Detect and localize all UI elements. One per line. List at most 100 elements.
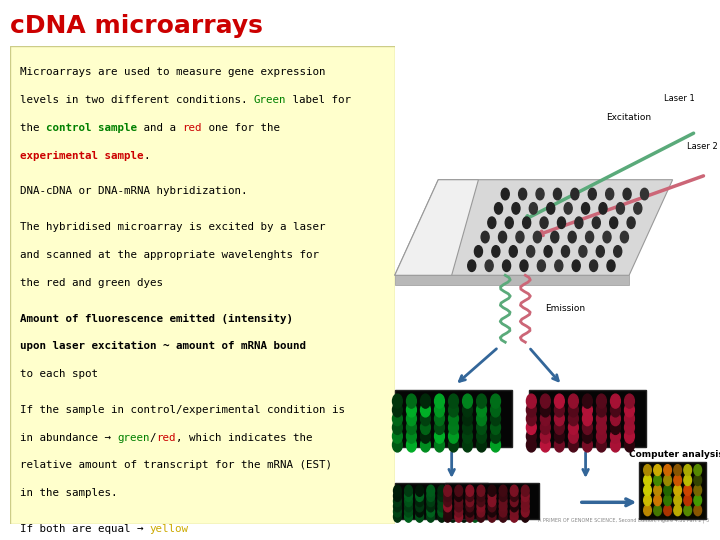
Text: levels in two different conditions.: levels in two different conditions.: [19, 95, 253, 105]
Circle shape: [405, 506, 413, 517]
Text: , which indicates the: , which indicates the: [176, 433, 312, 442]
Circle shape: [694, 495, 701, 505]
Circle shape: [613, 246, 622, 257]
Bar: [395, 390, 512, 447]
Text: Laser 1: Laser 1: [664, 94, 695, 103]
Circle shape: [444, 496, 451, 507]
Circle shape: [624, 403, 634, 417]
Circle shape: [541, 438, 550, 452]
Circle shape: [537, 260, 546, 272]
Circle shape: [510, 506, 518, 517]
Circle shape: [444, 511, 451, 522]
Circle shape: [654, 505, 662, 516]
Circle shape: [526, 411, 536, 426]
Circle shape: [575, 217, 583, 228]
Circle shape: [551, 231, 559, 243]
Circle shape: [499, 490, 507, 502]
Circle shape: [541, 429, 550, 443]
Circle shape: [394, 506, 401, 517]
Text: A PRIMER OF GENOME SCIENCE, Second Edition, Figure 4.31 Part 2 | 5: A PRIMER OF GENOME SCIENCE, Second Editi…: [539, 517, 709, 523]
Circle shape: [460, 485, 468, 496]
Circle shape: [590, 260, 598, 272]
Circle shape: [407, 429, 416, 443]
Circle shape: [554, 411, 564, 426]
Circle shape: [392, 411, 402, 426]
Bar: [395, 483, 488, 519]
Text: If the sample in control/experimental condition is: If the sample in control/experimental co…: [19, 405, 345, 415]
Circle shape: [526, 246, 535, 257]
Circle shape: [546, 202, 555, 214]
Circle shape: [562, 246, 570, 257]
Circle shape: [593, 217, 600, 228]
Circle shape: [521, 490, 529, 502]
Circle shape: [499, 496, 507, 507]
Circle shape: [664, 485, 672, 496]
Circle shape: [477, 394, 487, 408]
Circle shape: [488, 501, 496, 512]
Circle shape: [582, 429, 593, 443]
Text: DNA-cDNA or DNA-mRNA hybridization.: DNA-cDNA or DNA-mRNA hybridization.: [19, 186, 247, 197]
Circle shape: [597, 411, 606, 426]
Circle shape: [477, 501, 485, 512]
Circle shape: [644, 464, 652, 476]
Circle shape: [392, 421, 402, 434]
Circle shape: [420, 403, 431, 417]
Circle shape: [490, 429, 500, 443]
Circle shape: [435, 411, 444, 426]
Circle shape: [444, 501, 451, 512]
Circle shape: [499, 511, 507, 522]
Circle shape: [526, 421, 536, 434]
Circle shape: [466, 506, 474, 517]
Circle shape: [407, 438, 416, 452]
Circle shape: [495, 202, 503, 214]
Circle shape: [541, 421, 550, 434]
Circle shape: [405, 511, 413, 522]
Circle shape: [582, 202, 590, 214]
Text: yellow: yellow: [150, 524, 189, 534]
Circle shape: [503, 260, 510, 272]
Circle shape: [520, 260, 528, 272]
Circle shape: [415, 490, 423, 502]
Circle shape: [427, 496, 435, 507]
Circle shape: [644, 485, 652, 496]
Circle shape: [427, 485, 435, 496]
Circle shape: [463, 429, 472, 443]
Text: cDNA microarrays: cDNA microarrays: [10, 14, 263, 37]
Text: /: /: [150, 433, 156, 442]
Circle shape: [455, 490, 463, 502]
Circle shape: [554, 438, 564, 452]
Circle shape: [488, 506, 496, 517]
Text: green: green: [117, 433, 150, 442]
Circle shape: [394, 485, 401, 496]
Circle shape: [407, 403, 416, 417]
Circle shape: [510, 511, 518, 522]
Circle shape: [610, 217, 618, 228]
Circle shape: [394, 490, 401, 502]
Circle shape: [555, 260, 563, 272]
Circle shape: [438, 506, 446, 517]
Circle shape: [674, 495, 681, 505]
Circle shape: [582, 403, 593, 417]
Text: Amount of fluorescence emitted (intensity): Amount of fluorescence emitted (intensit…: [19, 314, 293, 323]
Circle shape: [510, 490, 518, 502]
Circle shape: [674, 475, 681, 485]
Circle shape: [420, 429, 431, 443]
Circle shape: [477, 506, 485, 517]
Circle shape: [407, 411, 416, 426]
Circle shape: [490, 411, 500, 426]
Circle shape: [463, 438, 472, 452]
Circle shape: [415, 501, 423, 512]
Circle shape: [435, 421, 444, 434]
Circle shape: [536, 188, 544, 200]
Circle shape: [449, 496, 456, 507]
Circle shape: [541, 411, 550, 426]
Circle shape: [471, 490, 479, 502]
Circle shape: [597, 394, 606, 408]
Circle shape: [490, 394, 500, 408]
Circle shape: [490, 403, 500, 417]
Circle shape: [582, 411, 593, 426]
Circle shape: [499, 506, 507, 517]
Circle shape: [449, 485, 456, 496]
Circle shape: [449, 403, 459, 417]
Polygon shape: [395, 275, 629, 285]
